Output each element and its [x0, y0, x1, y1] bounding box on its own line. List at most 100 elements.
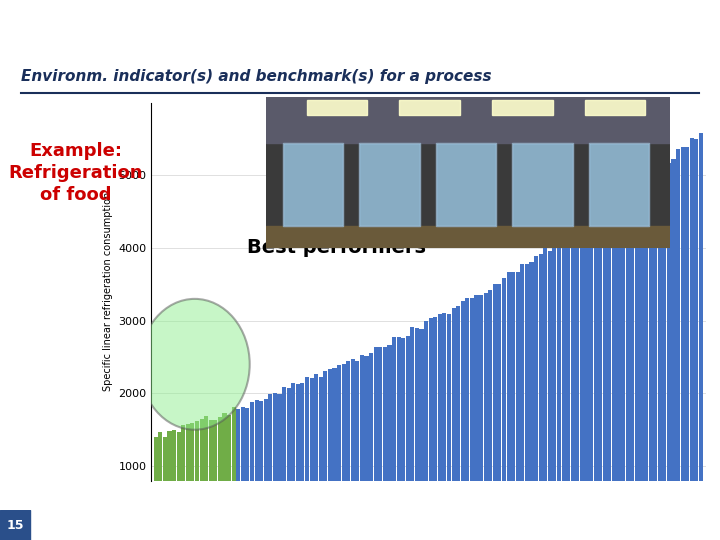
Bar [346, 361, 351, 539]
Bar [333, 368, 336, 539]
Bar [626, 193, 630, 539]
Bar [264, 399, 268, 539]
Text: Example:
Refrigeration
of food: Example: Refrigeration of food [9, 141, 143, 204]
Bar [589, 218, 593, 539]
Text: Best performers: Best performers [248, 239, 426, 258]
Text: Commission I: Commission I [640, 520, 706, 530]
Bar [364, 356, 369, 539]
Bar [442, 314, 446, 539]
Bar [608, 208, 611, 539]
Text: 15: 15 [6, 518, 24, 532]
Bar [539, 254, 543, 539]
Bar [341, 364, 346, 539]
Bar [277, 394, 282, 539]
Bar [470, 299, 474, 539]
Bar [612, 205, 616, 539]
Bar [521, 264, 524, 539]
Bar [498, 285, 501, 539]
Bar [580, 226, 584, 539]
Text: Environm. indicator(s) and benchmark(s) for a process: Environm. indicator(s) and benchmark(s) … [22, 69, 492, 84]
Bar [300, 383, 305, 539]
Bar [172, 430, 176, 539]
Bar [461, 301, 465, 539]
Bar [222, 413, 227, 539]
Bar [307, 100, 367, 116]
Bar [667, 163, 671, 539]
Bar [0, 510, 30, 540]
Bar [511, 272, 516, 539]
Bar [566, 234, 570, 539]
Bar [492, 284, 497, 539]
Bar [351, 359, 355, 539]
Bar [676, 149, 680, 539]
Bar [266, 97, 670, 143]
Bar [319, 377, 323, 539]
Bar [690, 138, 694, 539]
Bar [154, 437, 158, 539]
Bar [163, 437, 167, 539]
Bar [680, 147, 685, 539]
Bar [415, 328, 419, 539]
Bar [383, 347, 387, 539]
Bar [488, 290, 492, 539]
Bar [282, 143, 343, 226]
Bar [255, 400, 258, 539]
Bar [433, 318, 437, 539]
Bar [269, 394, 272, 539]
Bar [397, 336, 401, 539]
Bar [287, 388, 291, 539]
Bar [406, 336, 410, 539]
Bar [250, 402, 254, 539]
Bar [227, 415, 231, 539]
Bar [246, 408, 250, 539]
Bar [516, 272, 520, 539]
Bar [479, 295, 483, 539]
Bar [401, 338, 405, 539]
Bar [356, 361, 359, 539]
Bar [323, 372, 328, 539]
Bar [672, 159, 675, 539]
Bar [296, 383, 300, 539]
Bar [410, 327, 415, 539]
Bar [310, 377, 314, 539]
Bar [266, 226, 670, 248]
Bar [616, 197, 621, 539]
Bar [685, 146, 689, 539]
Bar [428, 318, 433, 539]
Text: Frontrunner approach: Frontrunner approach [171, 23, 549, 52]
Bar [424, 321, 428, 539]
Bar [374, 347, 378, 539]
Bar [571, 231, 575, 539]
Bar [699, 133, 703, 539]
Bar [603, 210, 607, 539]
Bar [529, 262, 534, 539]
Bar [337, 365, 341, 539]
Bar [176, 431, 181, 539]
Ellipse shape [140, 299, 250, 430]
Bar [378, 347, 382, 539]
Bar [639, 182, 644, 539]
Bar [218, 417, 222, 539]
Bar [259, 401, 264, 539]
Bar [534, 256, 538, 539]
Bar [158, 433, 163, 539]
Bar [585, 224, 588, 539]
Bar [507, 272, 510, 539]
Y-axis label: Specific linear refrigeration consumption: Specific linear refrigeration consumptio… [103, 192, 112, 391]
Bar [492, 100, 553, 116]
Bar [630, 191, 634, 539]
Bar [525, 264, 529, 539]
Bar [168, 431, 171, 539]
Bar [694, 139, 698, 539]
Bar [447, 314, 451, 539]
Bar [589, 143, 649, 226]
Bar [236, 409, 240, 539]
Bar [282, 387, 286, 539]
Bar [598, 211, 603, 539]
Bar [662, 160, 667, 539]
Bar [420, 329, 423, 539]
Bar [451, 308, 456, 539]
Bar [209, 420, 213, 539]
Bar [359, 143, 420, 226]
Bar [593, 214, 598, 539]
